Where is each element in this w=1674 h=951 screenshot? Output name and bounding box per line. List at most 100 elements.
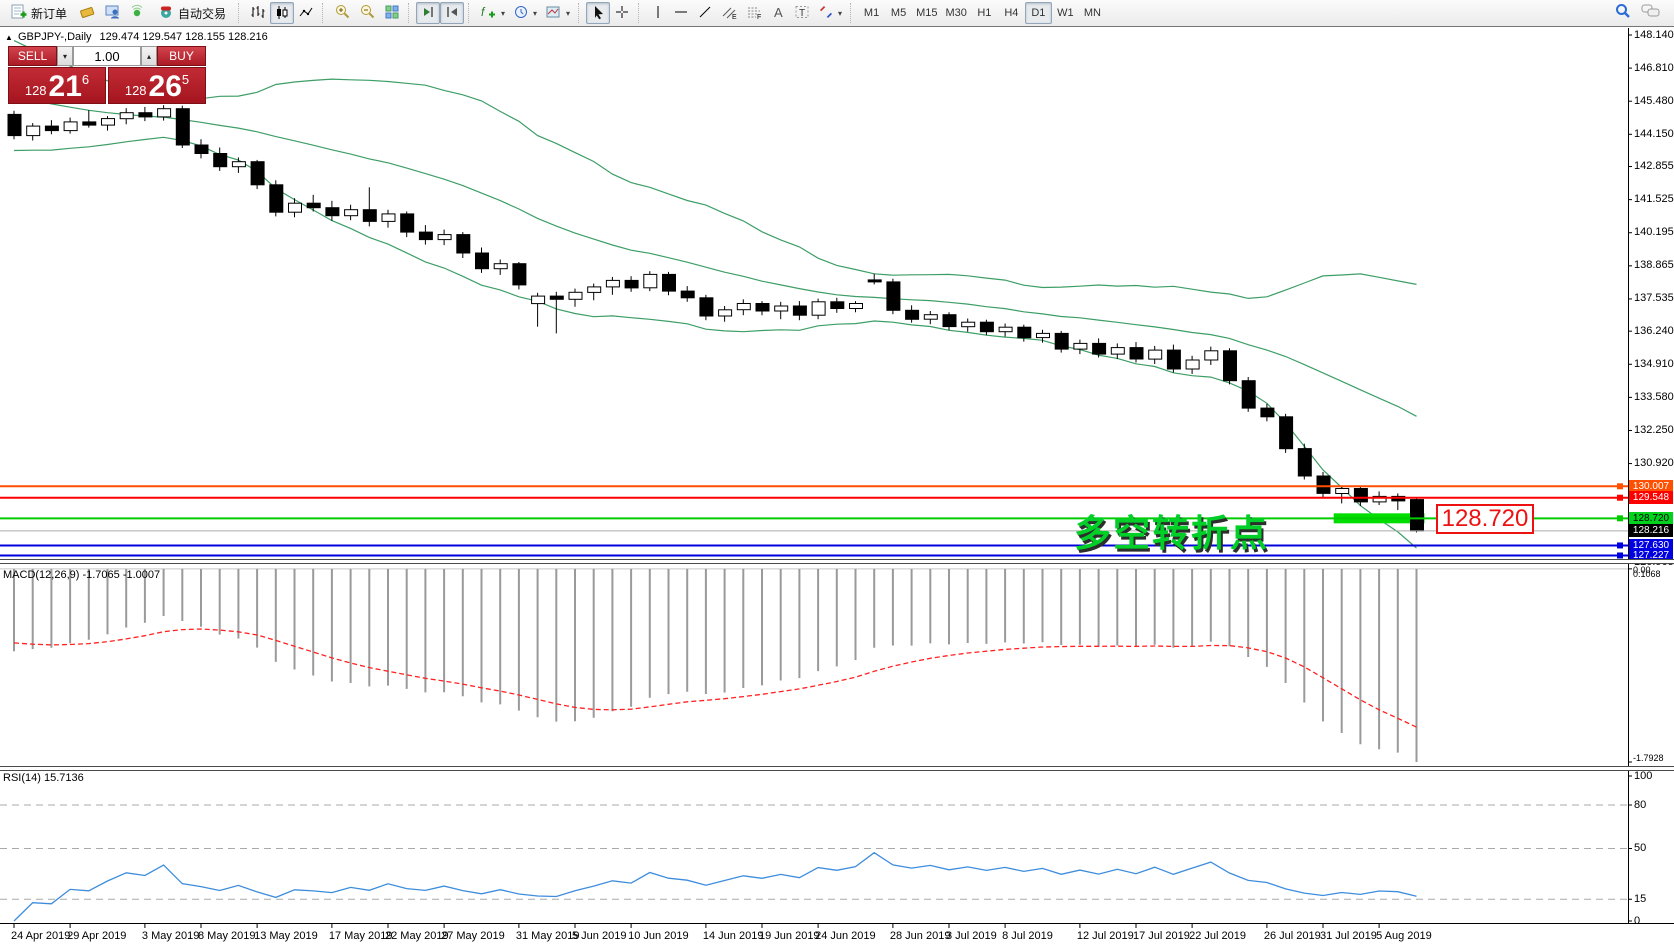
date-label: 14 Jun 2019 (702, 930, 764, 942)
svg-text:E: E (732, 14, 737, 20)
candlestick-chart-button[interactable] (270, 2, 294, 24)
macd-label: MACD(12,26,9) -1.7065 -1.0007 (3, 569, 161, 581)
sell-price-figure: 128 (24, 83, 47, 98)
buy-button[interactable]: BUY (157, 46, 206, 66)
macd-panel-divider[interactable] (0, 559, 1674, 564)
price-axis-tick: 146.810 (1634, 61, 1674, 74)
chart-shift-button[interactable] (440, 2, 464, 24)
chevron-down-icon: ▾ (501, 8, 506, 18)
price-tag-128.720: 128.720 (1629, 511, 1673, 525)
timeframe-h1[interactable]: H1 (977, 7, 992, 19)
bar-chart-button[interactable] (246, 2, 270, 24)
zoom-out-icon (359, 3, 376, 23)
timeframe-w1[interactable]: W1 (1057, 7, 1074, 19)
price-axis-tick: 144.150 (1634, 127, 1674, 140)
date-label: 27 May 2019 (441, 930, 505, 942)
vertical-line-tool[interactable] (646, 2, 669, 24)
cursor-button[interactable] (586, 2, 611, 24)
macd-histogram (13, 568, 1418, 762)
candlestick-icon (274, 4, 290, 23)
text-tool[interactable]: A (767, 2, 790, 24)
periods-button[interactable]: ▾ (509, 2, 541, 24)
date-label: 24 Jun 2019 (815, 930, 876, 942)
crosshair-button[interactable] (610, 2, 634, 24)
chevron-down-icon: ▾ (566, 8, 571, 18)
volume-decrease-button[interactable]: ▾ (57, 46, 73, 66)
price-axis-tick: 132.250 (1634, 423, 1674, 436)
equidistant-channel-tool[interactable]: E (717, 2, 742, 24)
zoom-in-button[interactable] (330, 2, 355, 24)
chevron-down-icon: ▾ (533, 8, 538, 18)
templates-button[interactable]: ▾ (541, 2, 574, 24)
text-label-tool[interactable]: T (790, 2, 814, 24)
channel-icon: E (721, 4, 738, 23)
price-axis-tick: 137.535 (1634, 292, 1674, 305)
vertical-line-icon (651, 4, 665, 23)
new-order-button[interactable]: 新订单 (3, 2, 75, 24)
timeframe-d1[interactable]: D1 (1024, 2, 1052, 24)
timeframe-m15[interactable]: M15 (916, 7, 938, 19)
volume-input[interactable]: 1.00 (73, 46, 141, 66)
timeframe-toolbar: M1 M5 M15 M30 H1 H4 D1 W1 MN (858, 2, 1106, 24)
sell-price-box[interactable]: 128 21 6 (8, 67, 106, 104)
date-label: 31 May 2019 (515, 930, 580, 942)
horizontal-line-tool[interactable] (669, 2, 693, 24)
rsi-axis-15: 15 (1634, 892, 1647, 905)
rsi-axis-80: 80 (1634, 798, 1647, 811)
zoom-out-button[interactable] (355, 2, 380, 24)
timeframe-m5[interactable]: M5 (890, 7, 907, 19)
date-axis-border (0, 923, 1674, 924)
fibonacci-tool[interactable]: F (742, 2, 767, 24)
buy-price-point: 5 (181, 72, 190, 87)
trendline-tool[interactable] (693, 2, 717, 24)
metaeditor-button[interactable] (75, 2, 100, 24)
price-axis-tick: 136.240 (1634, 324, 1674, 337)
timeframe-m1[interactable]: M1 (863, 7, 880, 19)
price-axis-border (1628, 28, 1629, 924)
highlight-segment[interactable] (1333, 513, 1425, 524)
community-button[interactable] (100, 2, 125, 24)
signal-icon (129, 3, 146, 23)
date-label: 19 Jun 2019 (759, 930, 820, 942)
volume-increase-button[interactable]: ▴ (141, 46, 157, 66)
text-a-icon: A (771, 4, 786, 23)
auto-trading-button[interactable]: 自动交易 (150, 2, 234, 24)
date-label: 26 Jul 2019 (1263, 930, 1321, 942)
price-axis-tick: 138.865 (1634, 259, 1674, 272)
date-label: 24 Apr 2019 (11, 930, 71, 942)
chat-icon[interactable] (1641, 2, 1661, 25)
candles-layer (7, 105, 1424, 533)
horizontal-line-icon (673, 4, 689, 23)
timeframe-h4[interactable]: H4 (1004, 7, 1019, 19)
price-tag-127.227: 127.227 (1629, 548, 1673, 562)
macd-axis-min: -1.7928 (1633, 753, 1664, 763)
price-axis-tick: 134.910 (1634, 357, 1674, 370)
rsi-axis-50: 50 (1634, 842, 1647, 854)
tile-windows-icon (384, 4, 400, 23)
date-label: 3 May 2019 (141, 930, 200, 942)
tile-windows-button[interactable] (380, 2, 404, 24)
arrows-tool[interactable]: ▾ (814, 2, 846, 24)
toolbar-separator (578, 3, 582, 23)
sell-button[interactable]: SELL (8, 46, 57, 66)
metaeditor-icon (79, 3, 96, 23)
buy-price-box[interactable]: 128 26 5 (108, 67, 206, 104)
search-icon[interactable] (1614, 2, 1632, 25)
date-label: 10 Jun 2019 (628, 930, 689, 942)
price-tag-130.007: 130.007 (1629, 479, 1673, 493)
toolbar: 新订单 自动交易 f ▾ ▾ ▾ E F A T ▾ M1 M5 M15 M30 H1 H4… (0, 0, 1674, 27)
indicators-button[interactable]: f ▾ (476, 2, 509, 24)
line-chart-icon (298, 4, 314, 23)
timeframe-mn[interactable]: MN (1083, 7, 1101, 19)
toolbar-separator (408, 3, 412, 23)
timeframe-m30[interactable]: M30 (945, 7, 967, 19)
signals-button[interactable] (125, 2, 150, 24)
fibonacci-icon: F (746, 4, 763, 23)
collapse-arrow-icon[interactable]: ▲ (5, 33, 13, 42)
auto-scroll-button[interactable] (416, 2, 440, 24)
rsi-panel-divider[interactable] (0, 766, 1674, 771)
annotation-text[interactable]: 多空转折点 (1074, 513, 1269, 554)
line-chart-button[interactable] (294, 2, 318, 24)
template-icon (545, 4, 562, 23)
price-callout-label[interactable]: 128.720 (1436, 504, 1534, 534)
